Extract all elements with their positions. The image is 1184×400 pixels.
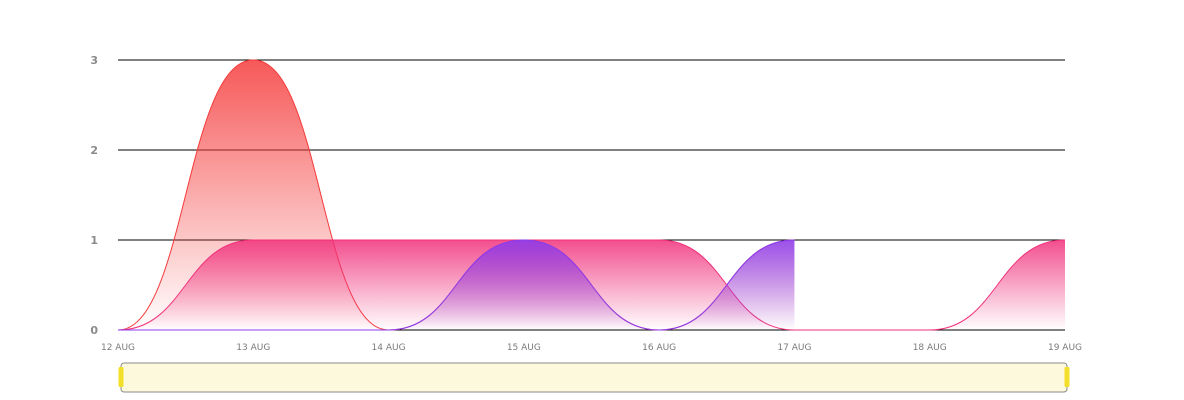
y-tick-label: 1 (90, 234, 98, 247)
y-tick-label: 3 (90, 54, 98, 67)
range-navigator[interactable] (118, 362, 1070, 393)
y-tick-label: 2 (90, 144, 98, 157)
x-tick-label: 17 AUG (777, 343, 811, 353)
series-2-line (118, 239, 795, 331)
x-tick-label: 12 AUG (101, 343, 135, 353)
x-tick-label: 14 AUG (372, 343, 406, 353)
x-tick-label: 19 AUG (1048, 343, 1082, 353)
x-tick-label: 13 AUG (236, 343, 270, 353)
navigator-left-handle[interactable] (118, 367, 124, 387)
y-tick-label: 0 (90, 324, 98, 337)
x-tick-label: 16 AUG (642, 343, 676, 353)
x-tick-label: 18 AUG (913, 343, 947, 353)
series-layer (117, 59, 1066, 331)
navigator-bar[interactable] (120, 362, 1068, 393)
x-axis-ticks: 12 AUG 13 AUG 14 AUG 15 AUG 16 AUG 17 AUG 18 A… (101, 343, 1082, 353)
y-axis-ticks: 0 1 2 3 (90, 54, 98, 337)
series-1-line (117, 239, 1066, 331)
x-tick-label: 15 AUG (507, 343, 541, 353)
navigator-right-handle[interactable] (1064, 367, 1070, 387)
